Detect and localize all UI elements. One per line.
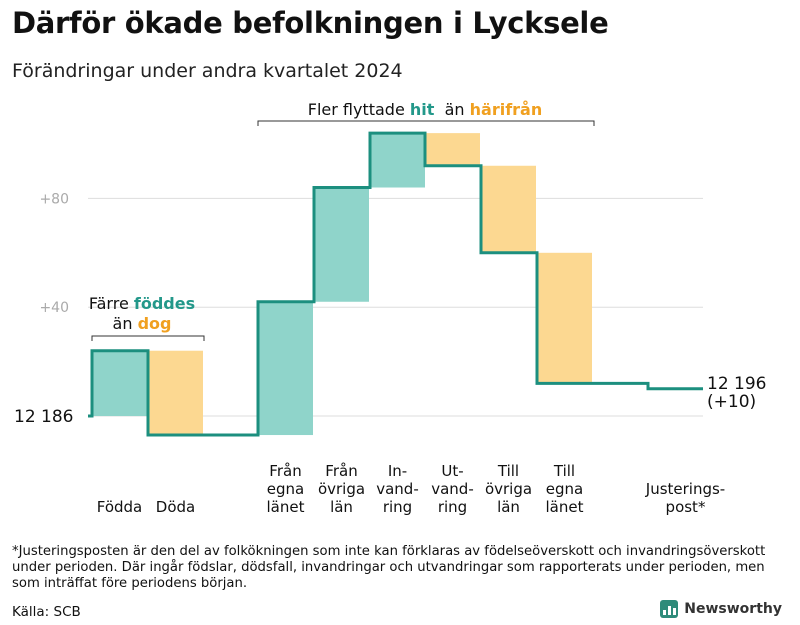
category-label: Ut- [441,462,463,480]
category-label: Justerings- [645,480,725,498]
end-value-label: 12 196 [707,374,766,394]
category-label: länet [267,498,305,516]
annotation-span: än [113,314,138,333]
annotation-span: Fler flyttade [308,100,410,119]
footnote: *Justeringsposten är den del av folkökni… [12,544,766,591]
bar-chart-icon [660,600,679,618]
waterfall-bar [537,252,592,384]
end-change-label: (+10) [707,392,756,412]
category-label: post* [666,498,706,516]
waterfall-bar [370,133,425,188]
category-label: In- [388,462,407,480]
waterfall-bar [425,133,480,166]
y-tick-label: +80 [39,191,69,207]
category-label: ring [383,498,412,516]
annotation-span: än [434,100,469,119]
start-value-label: 12 186 [14,407,73,427]
category-label: Från [325,462,357,480]
annotation-span: hit [410,100,435,119]
category-label: vand- [431,480,474,498]
waterfall-bar [314,187,369,302]
category-label: Döda [156,498,195,516]
category-label: länet [546,498,584,516]
brand-logo: Newsworthy [660,600,782,618]
category-label: Födda [97,498,143,516]
category-label: Till [497,462,519,480]
annotation-span: härifrån [470,100,543,119]
category-label: Till [553,462,575,480]
category-label: vand- [376,480,419,498]
source-label: Källa: SCB [12,604,81,620]
category-label: ring [438,498,467,516]
waterfall-bar [92,350,147,416]
migration-bracket [257,120,595,126]
chart-subtitle: Förändringar under andra kvartalet 2024 [12,60,403,82]
cumulative-step-line [88,131,703,437]
y-tick-label: +40 [39,300,69,316]
births-bracket [91,335,205,341]
category-label: län [330,498,353,516]
births-annotation-line1: Färre föddes [89,294,195,313]
annotation-span: Färre [89,294,134,313]
waterfall-bar [481,165,536,253]
category-label: län [497,498,520,516]
chart-title: Därför ökade befolkningen i Lycksele [12,6,609,40]
brand-name: Newsworthy [684,601,782,617]
category-label: övriga [485,480,532,498]
births-annotation-line2: än dog [113,314,172,333]
annotation-span: dog [138,314,172,333]
category-label: övriga [318,480,365,498]
category-label: Från [269,462,301,480]
category-label: egna [546,480,583,498]
migration-annotation: Fler flyttade hit än härifrån [308,100,542,119]
waterfall-bar [148,350,203,436]
annotation-span: föddes [134,294,195,313]
category-label: egna [267,480,304,498]
waterfall-bar [258,301,313,436]
